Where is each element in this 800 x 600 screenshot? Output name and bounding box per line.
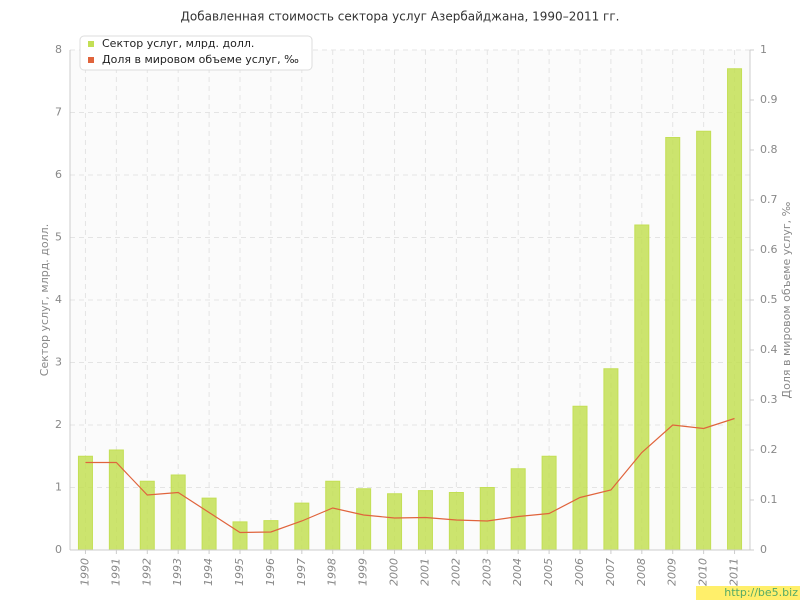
y2-tick-label: 0.7 [760, 193, 778, 206]
legend: Сектор услуг, млрд. долл. Доля в мировом … [79, 35, 313, 71]
x-tick-label: 2008 [635, 558, 648, 586]
x-tick-label: 2011 [728, 558, 741, 586]
y2-tick-label: 1 [760, 43, 767, 56]
x-tick-label: 2007 [604, 558, 617, 586]
x-tick-label: 1994 [202, 558, 215, 586]
watermark-bg [696, 586, 800, 600]
x-tick-label: 2004 [511, 558, 524, 586]
bar [696, 130, 712, 551]
legend-marker [88, 57, 94, 63]
y2-tick-label: 0.4 [760, 343, 778, 356]
bar [572, 405, 588, 551]
bar [727, 68, 743, 551]
x-tick-label: 2003 [480, 558, 493, 586]
bar [665, 137, 681, 551]
y-tick-label: 6 [55, 168, 62, 181]
bar [108, 449, 124, 551]
chart-title: Добавленная стоимость сектора услуг Азер… [181, 10, 620, 24]
watermark: http://be5.biz [724, 586, 798, 599]
x-tick-label: 2001 [418, 558, 431, 586]
y-tick-label: 3 [55, 356, 62, 369]
bar [201, 497, 217, 551]
x-tick-label: 1996 [264, 558, 277, 586]
y-tick-label: 4 [55, 293, 62, 306]
bar [356, 488, 372, 551]
x-tick-label: 1995 [233, 558, 246, 586]
x-tick-label: 1993 [171, 558, 184, 586]
x-tick-label: 2005 [542, 558, 555, 586]
x-tick-label: 2002 [449, 558, 462, 586]
y-tick-label: 0 [55, 543, 62, 556]
y-tick-label: 5 [55, 231, 62, 244]
bar [77, 455, 93, 551]
x-tick-label: 1997 [295, 558, 308, 586]
y2-axis-label: Доля в мировом объеме услуг, ‰ [780, 201, 793, 398]
x-tick-label: 1992 [140, 558, 153, 586]
y2-tick-label: 0.2 [760, 443, 778, 456]
x-tick-label: 1990 [78, 558, 91, 586]
y-tick-label: 1 [55, 481, 62, 494]
bar [634, 224, 650, 551]
bar [325, 480, 341, 551]
bar [603, 368, 619, 551]
y2-tick-label: 0.8 [760, 143, 778, 156]
bar [232, 521, 248, 551]
y2-tick-label: 0.6 [760, 243, 778, 256]
bar [417, 490, 433, 551]
x-tick-label: 2010 [697, 558, 710, 586]
y-tick-label: 2 [55, 418, 62, 431]
legend-marker [88, 41, 94, 47]
y-tick-label: 8 [55, 43, 62, 56]
x-tick-label: 2000 [388, 558, 401, 586]
y-axis-label: Сектор услуг, млрд. долл. [38, 224, 51, 376]
bar [263, 520, 279, 551]
y2-tick-label: 0.5 [760, 293, 778, 306]
bar [170, 474, 186, 551]
bar [139, 480, 155, 551]
bar [479, 487, 495, 551]
y2-tick-label: 0.1 [760, 493, 778, 506]
legend-label: Сектор услуг, млрд. долл. [102, 37, 254, 50]
x-tick-label: 1999 [357, 558, 370, 586]
line [85, 417, 735, 534]
x-tick-label: 1991 [109, 558, 122, 586]
y2-tick-label: 0.9 [760, 93, 778, 106]
bar [510, 468, 526, 551]
x-tick-label: 2009 [666, 558, 679, 586]
bar [387, 493, 403, 551]
legend-label: Доля в мировом объеме услуг, ‰ [102, 53, 299, 66]
y2-tick-label: 0 [760, 543, 767, 556]
y-tick-label: 7 [55, 106, 62, 119]
y2-tick-label: 0.3 [760, 393, 778, 406]
bar [541, 455, 557, 551]
legend-box [79, 35, 313, 71]
bar [294, 502, 310, 551]
x-tick-label: 1998 [326, 558, 339, 586]
x-tick-label: 2006 [573, 558, 586, 586]
bar [448, 492, 464, 551]
